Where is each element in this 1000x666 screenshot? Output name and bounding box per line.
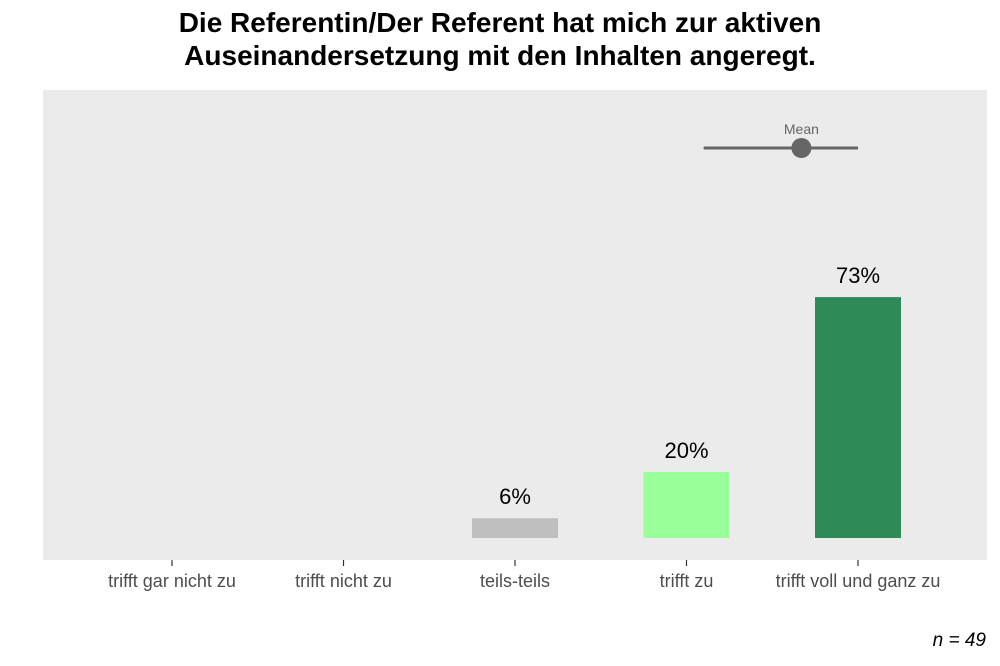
x-tick-label-2: trifft nicht zu (295, 571, 392, 591)
bar-value-label-3: 6% (499, 484, 531, 509)
bar-3 (472, 518, 558, 538)
bar-5 (815, 297, 901, 538)
bar-value-label-4: 20% (664, 438, 708, 463)
x-tick-label-3: teils-teils (480, 571, 550, 591)
x-tick-label-4: trifft zu (660, 571, 714, 591)
bar-4 (643, 472, 730, 538)
x-tick-label-5: trifft voll und ganz zu (776, 571, 941, 591)
chart-title: Die Referentin/Der Referent hat mich zur… (0, 6, 1000, 72)
x-tick-label-1: trifft gar nicht zu (108, 571, 236, 591)
mean-label: Mean (784, 121, 819, 137)
chart-title-line-2: Auseinandersetzung mit den Inhalten ange… (184, 40, 816, 71)
bar-value-label-5: 73% (836, 263, 880, 288)
mean-point (791, 138, 812, 158)
sample-size-note: n = 49 (932, 630, 986, 651)
chart-title-line-1: Die Referentin/Der Referent hat mich zur… (178, 7, 822, 38)
